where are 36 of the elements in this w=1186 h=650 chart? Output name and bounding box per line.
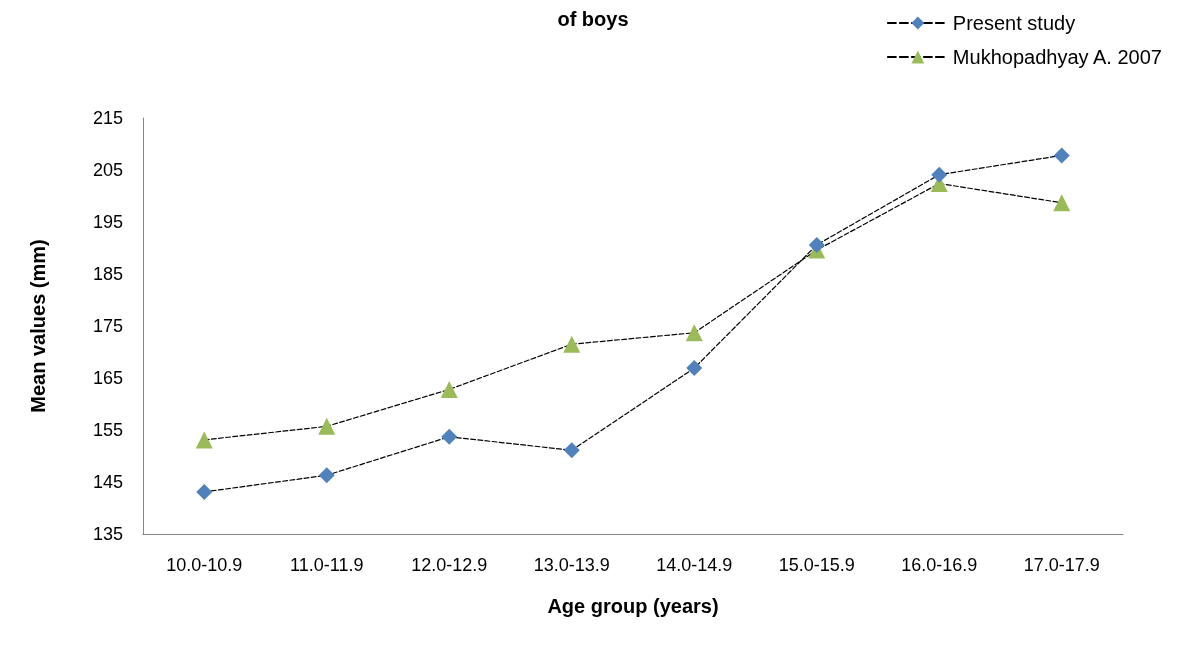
y-axis-title: Mean values (mm) <box>27 239 49 413</box>
y-tick-label: 155 <box>92 420 123 440</box>
point <box>563 335 581 353</box>
legend-label: Mukhopadhyay A. 2007 <box>952 46 1162 68</box>
y-tick-label: 165 <box>92 368 123 388</box>
y-tick-label: 185 <box>92 264 123 284</box>
x-tick-label: 17.0-17.9 <box>1023 555 1100 575</box>
y-tick-label: 215 <box>92 108 123 128</box>
y-tick-label: 135 <box>92 524 123 544</box>
point <box>195 431 213 449</box>
x-tick-label: 13.0-13.9 <box>533 555 610 575</box>
point <box>1053 147 1070 164</box>
point <box>318 467 335 484</box>
point <box>685 324 703 342</box>
legend-label: Present study <box>952 12 1076 34</box>
y-tick-label: 205 <box>92 160 123 180</box>
point <box>440 380 458 398</box>
point <box>318 417 336 435</box>
x-tick-label: 16.0-16.9 <box>901 555 978 575</box>
point <box>563 442 580 459</box>
point <box>808 236 825 253</box>
chart-title: of boys <box>557 8 629 30</box>
y-tick-label: 195 <box>92 212 123 232</box>
x-axis-title: Age group (years) <box>547 595 719 617</box>
x-tick-label: 10.0-10.9 <box>166 555 243 575</box>
point <box>1053 194 1071 212</box>
point <box>931 166 948 183</box>
y-tick-label: 175 <box>92 316 123 336</box>
x-tick-label: 15.0-15.9 <box>778 555 855 575</box>
y-tick-label: 145 <box>92 472 123 492</box>
x-tick-label: 14.0-14.9 <box>656 555 733 575</box>
x-tick-label: 11.0-11.9 <box>290 555 364 575</box>
point <box>441 428 458 445</box>
point <box>196 483 213 500</box>
point <box>686 360 703 377</box>
x-tick-label: 12.0-12.9 <box>411 555 488 575</box>
